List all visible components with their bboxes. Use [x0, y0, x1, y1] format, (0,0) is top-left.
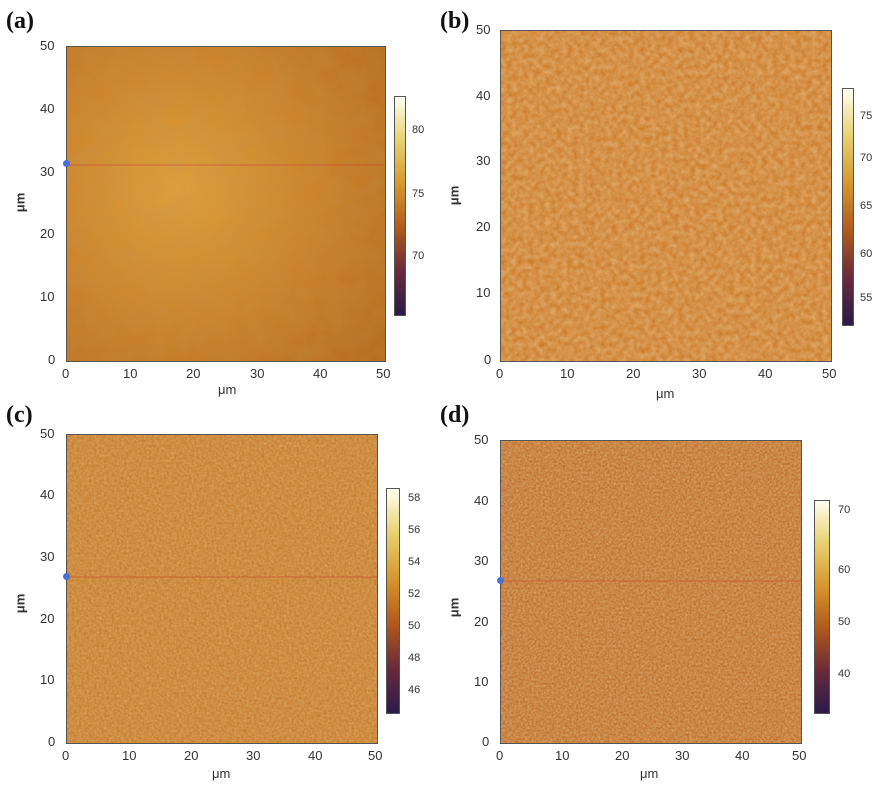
y-tick: 40 [40, 487, 55, 502]
colorbar-tick: 58 [408, 492, 421, 504]
colorbar-tick: 54 [408, 556, 421, 568]
colorbar-tick: 48 [408, 652, 421, 664]
y-tick: 50 [474, 432, 489, 447]
afm-surface-c [67, 435, 377, 743]
afm-image-a [66, 46, 386, 362]
x-tick: 30 [250, 366, 265, 381]
colorbar-tick: 46 [408, 684, 421, 696]
x-tick: 50 [376, 366, 391, 381]
x-tick: 50 [822, 366, 837, 381]
y-tick: 0 [484, 352, 492, 367]
y-tick: 10 [40, 289, 55, 304]
colorbar-tick: 52 [408, 588, 421, 600]
colorbar-tick: 56 [408, 524, 421, 536]
afm-image-b [500, 30, 832, 362]
y-tick: 0 [48, 352, 56, 367]
afm-surface-b [501, 31, 831, 361]
x-tick: 30 [692, 366, 707, 381]
x-tick: 50 [368, 748, 383, 763]
cursor-marker-d [497, 577, 504, 584]
x-tick: 40 [313, 366, 328, 381]
y-tick: 30 [40, 549, 55, 564]
cursor-marker-a [63, 160, 70, 167]
y-tick: 10 [40, 672, 55, 687]
y-tick: 50 [40, 38, 55, 53]
y-tick: 30 [40, 164, 55, 179]
y-tick: 20 [40, 226, 55, 241]
colorbar-tick: 50 [838, 616, 851, 628]
cursor-marker-c [63, 573, 70, 580]
colorbar-tick: 70 [412, 250, 425, 262]
x-tick: 10 [560, 366, 575, 381]
x-tick: 40 [735, 748, 750, 763]
colorbar-tick: 65 [860, 200, 873, 212]
x-tick: 10 [122, 748, 137, 763]
x-tick: 0 [496, 366, 504, 381]
x-tick: 0 [496, 748, 504, 763]
x-tick: 40 [308, 748, 323, 763]
y-tick: 20 [474, 614, 489, 629]
y-tick: 0 [482, 734, 490, 749]
y-axis-label-c: μm [12, 593, 28, 614]
y-tick: 40 [474, 493, 489, 508]
y-tick: 50 [476, 22, 491, 37]
colorbar-tick: 55 [860, 292, 873, 304]
colorbar-d [814, 500, 830, 714]
y-tick: 50 [40, 426, 55, 441]
x-axis-label-c: μm [212, 766, 231, 781]
colorbar-tick: 40 [838, 668, 851, 680]
y-axis-label-d: μm [446, 597, 462, 618]
panel-label-d: (d) [440, 402, 470, 428]
y-tick: 20 [40, 611, 55, 626]
x-axis-label-a: μm [218, 382, 237, 397]
afm-image-c [66, 434, 378, 744]
colorbar-tick: 50 [408, 620, 421, 632]
afm-surface-d [501, 441, 801, 743]
y-axis-label-b: μm [446, 185, 462, 206]
panel-label-c: (c) [6, 402, 33, 428]
colorbar-c [386, 488, 400, 714]
x-tick: 20 [626, 366, 641, 381]
x-tick: 50 [792, 748, 807, 763]
colorbar-a [394, 96, 406, 316]
x-tick: 30 [675, 748, 690, 763]
colorbar-tick: 80 [412, 124, 425, 136]
x-tick: 20 [615, 748, 630, 763]
x-tick: 20 [184, 748, 199, 763]
colorbar-tick: 60 [838, 564, 851, 576]
x-tick: 40 [758, 366, 773, 381]
x-tick: 20 [186, 366, 201, 381]
y-tick: 40 [476, 88, 491, 103]
afm-surface-a [67, 47, 385, 361]
y-tick: 0 [48, 734, 56, 749]
panel-label-b: (b) [440, 8, 470, 34]
x-tick: 0 [62, 748, 70, 763]
y-tick: 30 [474, 553, 489, 568]
y-tick: 20 [476, 219, 491, 234]
panel-label-a: (a) [6, 8, 34, 34]
colorbar-tick: 75 [860, 110, 873, 122]
colorbar-tick: 60 [860, 248, 873, 260]
y-tick: 40 [40, 101, 55, 116]
x-tick: 0 [62, 366, 70, 381]
colorbar-tick: 75 [412, 188, 425, 200]
colorbar-b [842, 88, 854, 326]
y-tick: 30 [476, 153, 491, 168]
x-axis-label-b: μm [656, 386, 675, 401]
y-axis-label-a: μm [12, 192, 28, 213]
colorbar-tick: 70 [860, 152, 873, 164]
colorbar-tick: 70 [838, 504, 851, 516]
x-tick: 10 [123, 366, 138, 381]
x-axis-label-d: μm [640, 766, 659, 781]
afm-image-d [500, 440, 802, 744]
y-tick: 10 [476, 285, 491, 300]
y-tick: 10 [474, 674, 489, 689]
x-tick: 10 [555, 748, 570, 763]
x-tick: 30 [246, 748, 261, 763]
